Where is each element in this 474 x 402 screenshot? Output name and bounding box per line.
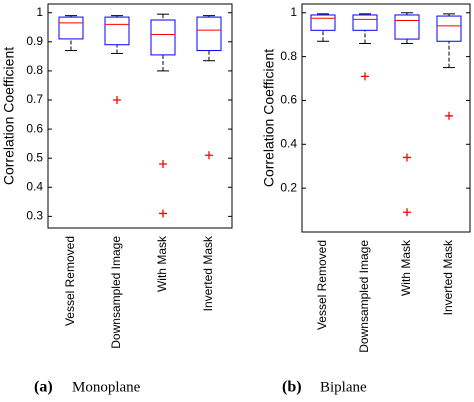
caption: Biplane [320, 379, 367, 395]
box [310, 14, 336, 31]
box [352, 14, 378, 31]
flier [159, 160, 167, 168]
plot-frame [301, 3, 471, 233]
x-tick-label: Downsampled Image [109, 236, 123, 349]
x-tick-label: Downsampled Image [357, 240, 371, 353]
caption-label: (a) [34, 379, 53, 396]
x-tick-label: Vessel Removed [63, 236, 77, 326]
box [196, 16, 222, 52]
flier [403, 153, 411, 162]
y-tick-label: 1 [36, 5, 43, 19]
box [436, 15, 462, 42]
y-tick-label: 0.5 [26, 150, 43, 164]
caption: Monoplane [72, 379, 141, 395]
caption-label: (b) [282, 379, 302, 396]
y-tick-label: 0.3 [26, 209, 43, 223]
y-tick-label: 0.8 [280, 49, 297, 63]
y-axis-label: Correlation Coefficient [261, 49, 277, 187]
flier [403, 208, 411, 217]
x-tick-label: With Mask [399, 239, 413, 296]
y-tick-label: 0.2 [280, 180, 297, 194]
y-axis-label: Correlation Coefficient [1, 47, 17, 185]
plot-frame [47, 3, 233, 229]
flier [113, 96, 121, 104]
box [150, 19, 176, 56]
y-tick-label: 0.9 [26, 34, 43, 48]
flier [205, 151, 213, 160]
y-tick-label: 1 [290, 5, 297, 19]
box [394, 14, 420, 40]
x-tick-label: With Mask [155, 235, 169, 292]
x-tick-label: Inverted Mask [441, 239, 455, 315]
flier [445, 111, 453, 120]
box [104, 16, 130, 46]
x-tick-label: Inverted Mask [201, 235, 215, 311]
y-tick-label: 0.7 [26, 92, 43, 106]
y-tick-label: 0.4 [26, 179, 43, 193]
y-tick-label: 0.6 [26, 121, 43, 135]
y-tick-label: 0.6 [280, 93, 297, 107]
flier [361, 72, 369, 81]
y-tick-label: 0.8 [26, 63, 43, 77]
box [58, 16, 84, 40]
flier [159, 209, 167, 218]
y-tick-label: 0.4 [280, 136, 297, 150]
x-tick-label: Vessel Removed [315, 240, 329, 330]
